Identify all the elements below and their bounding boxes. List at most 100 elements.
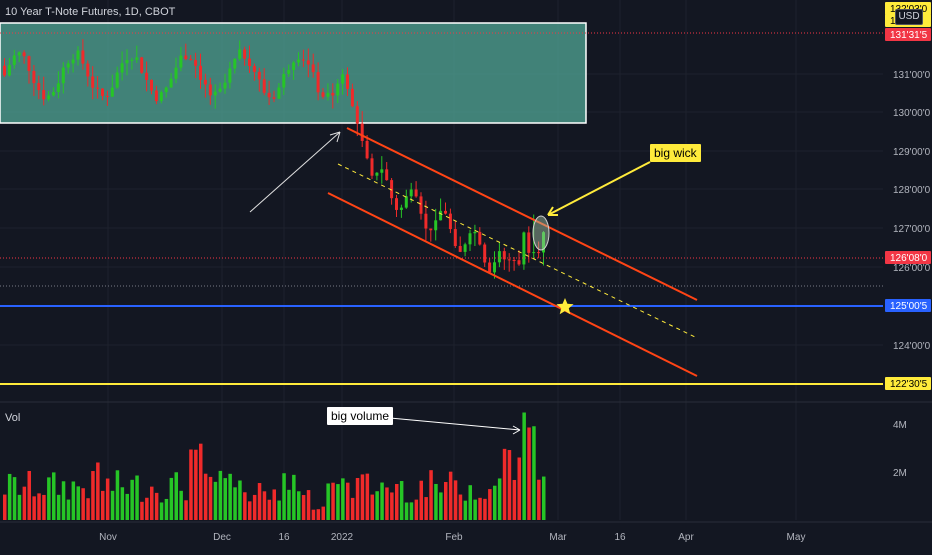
candle-body xyxy=(17,52,21,56)
volume-bar xyxy=(419,480,423,520)
volume-bar xyxy=(91,471,95,520)
volume-bar xyxy=(56,494,61,520)
volume-bar xyxy=(218,470,223,520)
volume-bar xyxy=(468,485,472,520)
candle-body xyxy=(12,55,16,65)
volume-bar xyxy=(458,494,463,520)
volume-bar xyxy=(110,490,115,520)
candle-body xyxy=(483,244,487,263)
volume-bar xyxy=(154,492,159,520)
volume-bar xyxy=(360,474,365,520)
candle-body xyxy=(370,158,374,176)
volume-bar xyxy=(277,500,281,520)
candle-body xyxy=(140,57,144,73)
candle-body xyxy=(194,60,198,66)
candle-body xyxy=(478,231,482,245)
volume-bar xyxy=(145,497,149,520)
volume-bar xyxy=(493,485,497,520)
volume-bar xyxy=(272,489,276,520)
candle-body xyxy=(458,246,462,252)
candle-body xyxy=(468,233,472,245)
candle-body xyxy=(262,79,266,93)
candle-body xyxy=(37,83,41,91)
candle-body xyxy=(105,95,109,97)
volume-bar xyxy=(42,494,46,520)
candle-body xyxy=(532,252,536,254)
candle-body xyxy=(110,87,114,97)
volume-bar xyxy=(184,500,188,520)
volume-bar xyxy=(228,473,232,520)
volume-bar xyxy=(414,499,419,520)
price-axis[interactable]: 131'00'0 130'00'0 129'00'0 128'00'0 127'00'0… xyxy=(885,2,931,390)
volume-bar xyxy=(375,491,379,520)
volume-bar xyxy=(326,483,330,520)
volume-bar xyxy=(37,493,41,520)
volume-bar xyxy=(17,494,22,520)
volume-bar xyxy=(522,412,526,520)
candle-body xyxy=(267,92,271,98)
big-volume-arrow-head xyxy=(512,425,521,435)
volume-tick-label: 2M xyxy=(893,468,907,479)
volume-bar xyxy=(287,489,291,520)
candle-body xyxy=(71,59,75,64)
candle-body xyxy=(130,59,134,61)
volume-bar xyxy=(3,494,7,520)
time-tick-label: Dec xyxy=(213,532,231,543)
candle-body xyxy=(282,73,286,88)
candle-body xyxy=(395,198,398,210)
currency-button[interactable]: USD xyxy=(895,9,923,25)
consolidation-zone xyxy=(0,22,587,124)
candle-body xyxy=(527,232,531,253)
volume-bar xyxy=(321,506,325,520)
candle-body xyxy=(409,189,413,197)
candle-body xyxy=(507,259,511,261)
volume-bar xyxy=(189,449,193,520)
price-label-badge xyxy=(885,377,931,390)
candle-body xyxy=(488,262,492,273)
volume-bar xyxy=(262,491,267,520)
candle-body xyxy=(169,78,173,88)
candle-body xyxy=(301,59,305,61)
volume-bar xyxy=(208,476,213,520)
volume-bar xyxy=(399,481,404,520)
candle-body xyxy=(453,229,457,247)
candle-body xyxy=(444,210,447,214)
candle-body xyxy=(277,87,281,99)
volume-bar xyxy=(292,474,296,520)
candle-body xyxy=(306,60,310,65)
candle-body xyxy=(321,92,325,97)
candle-body xyxy=(56,83,60,93)
candle-body xyxy=(228,68,232,83)
candle-body xyxy=(208,84,212,96)
price-tick-label: 131'00'0 xyxy=(893,70,931,81)
candle-body xyxy=(238,49,242,59)
volume-bar xyxy=(238,480,242,520)
time-tick-label: 16 xyxy=(278,532,290,543)
volume-bar xyxy=(434,483,438,520)
candle-body xyxy=(502,251,506,260)
price-tick-label: 130'00'0 xyxy=(893,108,931,119)
candle-body xyxy=(414,189,418,197)
chart-title: 10 Year T-Note Futures, 1D, CBOT xyxy=(5,6,176,18)
channel-midline xyxy=(337,163,698,339)
candle-body xyxy=(86,63,90,77)
price-label-badge xyxy=(885,251,931,264)
time-tick-label: Mar xyxy=(549,532,567,543)
candle-body xyxy=(390,180,394,199)
volume-bar xyxy=(101,490,105,520)
volume-bar xyxy=(199,443,203,520)
candle-body xyxy=(213,91,217,96)
volume-bar xyxy=(267,499,272,520)
time-axis[interactable]: Nov Dec 16 2022 Feb Mar 16 Apr May xyxy=(0,521,932,543)
volume-bar xyxy=(120,487,125,520)
candle-body xyxy=(429,228,433,231)
price-label-badge xyxy=(885,28,931,41)
candle-body xyxy=(448,213,452,230)
volume-bar xyxy=(194,449,198,520)
volume-bar xyxy=(380,482,384,520)
candle-body xyxy=(233,58,237,69)
candle-body xyxy=(424,213,428,229)
volume-bar xyxy=(135,475,139,520)
